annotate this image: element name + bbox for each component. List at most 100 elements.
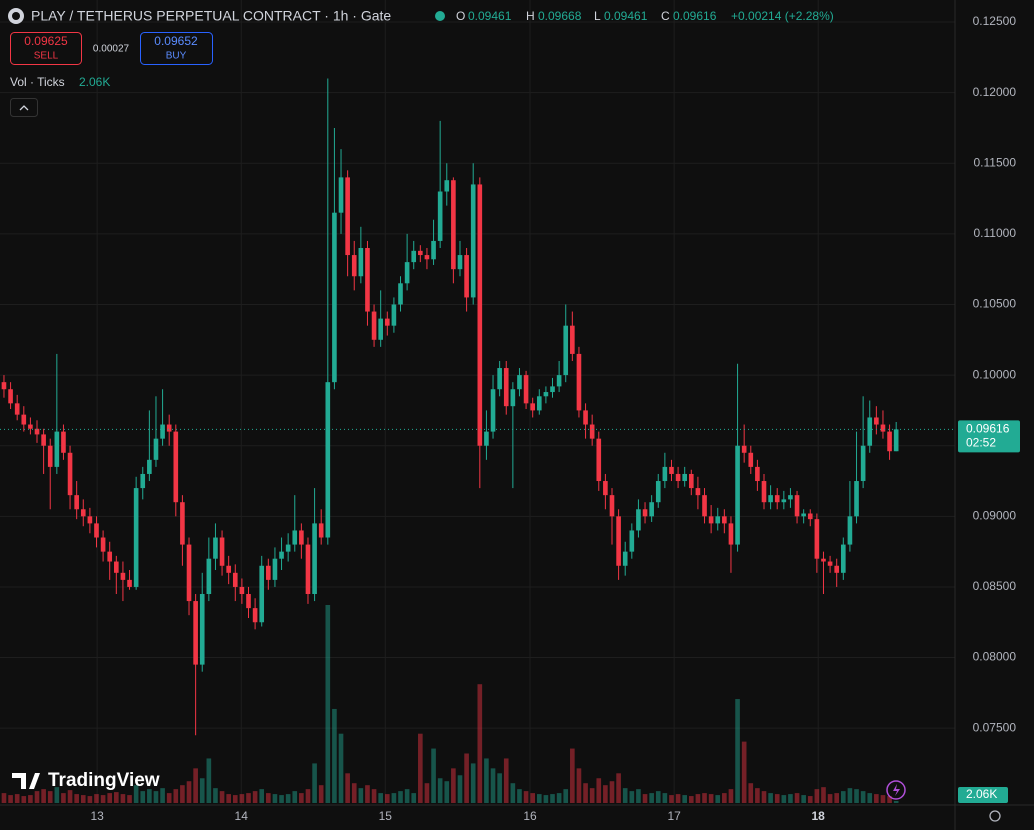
candle-body [345,177,350,256]
volume-bar [530,793,535,803]
candle-body [702,495,707,517]
volume-bar [199,778,205,803]
candle-body [583,410,588,425]
candle-body [788,495,793,500]
y-tick-label: 0.12500 [973,14,1017,28]
volume-bar [411,793,417,803]
candle-body [543,392,549,397]
volume-bar [325,605,331,803]
candle-body [160,424,165,439]
volume-bar [741,741,747,803]
volume-bar [484,758,489,803]
candle-body [120,572,126,580]
low-value: 0.09461 [604,9,648,23]
candle-body [398,283,403,305]
candle-body [67,452,73,496]
candle-body [318,523,324,538]
volume-bar [603,785,608,803]
candle-body [21,414,27,425]
candle-body [14,403,20,415]
settings-icon[interactable] [989,810,1001,822]
candle-body [536,396,542,411]
volume-bar [147,789,152,803]
candle-body [87,516,93,524]
x-tick-label: 13 [90,809,104,823]
candle-body [715,516,721,524]
candle-body [147,459,152,474]
candle-body [437,191,443,241]
candle-body [490,389,496,432]
volume-bar [345,773,350,803]
candle-body [140,473,146,489]
candle-body [28,424,33,429]
candle-body [774,495,780,503]
candle-body [735,445,740,545]
candle-body [589,424,595,439]
volume-bar [649,793,654,803]
candle-body [655,481,661,503]
sell-button[interactable] [10,32,82,65]
candle-body [708,516,714,524]
volume-bar [874,794,879,803]
alert-icon[interactable] [886,780,906,800]
volume-bar [213,788,218,803]
candle-body [755,466,760,482]
candle-body [834,565,840,573]
volume-bar [490,768,496,803]
volume-bar [675,794,681,803]
candle-body [94,523,99,538]
y-tick-label: 0.10500 [973,297,1017,311]
volume-bar [80,795,86,803]
candle-body [186,544,192,602]
volume-bar [827,794,833,803]
candle-body [477,184,483,446]
last-price-box [958,420,1020,453]
volume-bar [226,794,231,803]
candle-body [517,375,522,390]
candle-body [365,247,370,312]
volume-bar [100,795,106,803]
volume-bar [589,788,595,803]
volume-bar [279,795,284,803]
open-value: 0.09461 [468,9,512,23]
volume-bar [622,788,628,803]
candle-body [649,502,654,517]
volume-bar [834,793,840,803]
volume-bar [404,789,410,803]
collapse-button[interactable] [10,98,38,117]
volume-bar [669,795,674,803]
candle-body [867,417,873,446]
candle-body [827,561,833,566]
candle-body [444,180,450,192]
candle-body [616,516,621,566]
volume-bar [794,793,800,803]
y-tick-label: 0.12000 [973,85,1017,99]
candle-body [239,586,245,595]
candle-body [503,368,509,407]
candle-body [292,530,298,545]
volume-bar [424,783,430,803]
candle-body [768,495,773,503]
volume-bar [755,788,760,803]
candle-body [206,558,212,595]
volume-bar [867,793,873,803]
candle-body [821,558,826,562]
candle-body [484,431,489,446]
volume-bar [688,796,694,803]
indicator-name: Vol · Ticks [10,75,65,89]
x-tick-label: 14 [235,809,249,823]
volume-bar [246,793,251,803]
close-value: 0.09616 [673,9,717,23]
volume-bar [768,793,773,803]
candle-body [457,255,463,270]
close-label: C [661,9,670,23]
volume-bar [398,791,403,803]
candle-body [880,424,886,432]
candle-body [807,513,813,520]
buy-button[interactable] [140,32,213,65]
time-axis: 13 14 15 16 17 18 [90,809,825,823]
volume-bar [636,789,641,803]
candle-body [41,434,46,446]
volume-bar [781,795,787,803]
volume-bar [94,794,99,803]
